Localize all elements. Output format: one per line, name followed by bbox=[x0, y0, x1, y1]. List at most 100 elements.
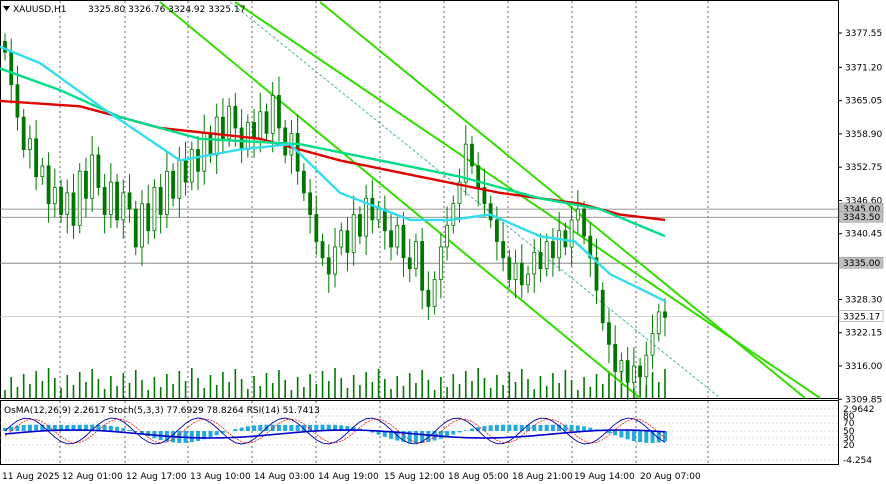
osma-bar bbox=[494, 424, 499, 431]
osma-bar bbox=[501, 424, 506, 431]
candle-body bbox=[96, 154, 101, 188]
price-axis[interactable]: 3377.55 3371.20 3365.05 3358.90 3352.75 3346.… bbox=[838, 29, 884, 405]
candle-body bbox=[575, 208, 580, 221]
osma-bar bbox=[127, 429, 132, 431]
osma-bar bbox=[389, 431, 394, 439]
candle-body bbox=[252, 122, 256, 140]
price-tick-label: 3316.00 bbox=[845, 362, 882, 372]
candle-body bbox=[644, 354, 649, 378]
candle-body bbox=[501, 241, 506, 259]
ma-cyan-line bbox=[0, 45, 666, 303]
time-tick-label: 12 Aug 01:00 bbox=[62, 472, 123, 482]
candle-body bbox=[227, 105, 232, 140]
osma-bar bbox=[59, 424, 64, 431]
candle-body bbox=[283, 127, 288, 156]
osma-bar bbox=[196, 431, 201, 441]
osma-bar bbox=[3, 428, 7, 431]
time-axis[interactable]: 11 Aug 2025 12 Aug 01:00 12 Aug 17:00 13 Au… bbox=[2, 472, 701, 482]
candle-body bbox=[71, 192, 76, 226]
candle-body bbox=[214, 116, 219, 156]
candle-body bbox=[663, 311, 667, 318]
candle-body bbox=[607, 322, 611, 345]
time-tick-label: 15 Aug 12:00 bbox=[384, 472, 445, 482]
trend-channels[interactable] bbox=[159, 1, 821, 399]
channel-line bbox=[159, 1, 641, 399]
candle-body bbox=[239, 127, 244, 150]
triangle-down-icon[interactable] bbox=[3, 6, 10, 11]
channel-line bbox=[234, 1, 821, 399]
candle-body bbox=[121, 192, 126, 221]
osma-bar bbox=[631, 431, 636, 442]
stoch-main-line bbox=[4, 417, 666, 445]
candle-body bbox=[494, 219, 499, 242]
osma-bar bbox=[625, 431, 630, 440]
time-tick-label: 14 Aug 19:00 bbox=[318, 472, 379, 482]
time-tick-label: 20 Aug 07:00 bbox=[640, 472, 701, 482]
osma-bar bbox=[326, 424, 331, 431]
osma-bar bbox=[370, 431, 375, 433]
candle-body bbox=[21, 116, 26, 150]
ma-green-line bbox=[0, 67, 666, 238]
osma-bar bbox=[15, 425, 20, 431]
price-tick-label: 3371.20 bbox=[845, 63, 882, 73]
candle-body bbox=[320, 241, 325, 259]
candle-body bbox=[140, 203, 144, 248]
osma-bar bbox=[445, 431, 450, 437]
osma-bar bbox=[619, 431, 624, 438]
candle-body bbox=[438, 246, 443, 280]
osma-bar bbox=[382, 431, 387, 437]
osma-bar bbox=[575, 425, 580, 431]
candle-body bbox=[133, 208, 138, 248]
osma-bar bbox=[96, 424, 101, 431]
osma-bar bbox=[133, 431, 138, 432]
subwindow-label: OsMA(12,26,9) 2.2617 Stoch(5,3,3) 77.692… bbox=[4, 406, 320, 416]
osma-bar bbox=[426, 431, 431, 442]
candle-body bbox=[463, 143, 468, 183]
osma-bar bbox=[482, 426, 487, 431]
candle-body bbox=[532, 251, 537, 275]
osma-bar bbox=[258, 424, 263, 431]
candle-body bbox=[152, 187, 157, 232]
osma-bar bbox=[289, 424, 294, 431]
osma-bar bbox=[650, 431, 655, 443]
osma-bar bbox=[420, 431, 425, 443]
price-tick-label: 3365.05 bbox=[845, 97, 882, 107]
time-tick-label: 12 Aug 17:00 bbox=[126, 472, 187, 482]
candle-body bbox=[588, 235, 593, 259]
osma-bar bbox=[314, 424, 319, 431]
candle-body bbox=[625, 360, 630, 383]
oscillator-panel bbox=[0, 408, 838, 461]
candle-body bbox=[171, 170, 176, 199]
time-tick-label: 13 Aug 10:00 bbox=[190, 472, 251, 482]
osma-bar bbox=[320, 424, 325, 431]
osma-bar bbox=[189, 431, 194, 443]
candle-body bbox=[631, 365, 636, 383]
osc-tick-label: 2.9642 bbox=[843, 405, 875, 415]
osma-bar bbox=[233, 429, 238, 431]
candle-body bbox=[146, 203, 151, 232]
candle-body bbox=[102, 187, 107, 215]
osc-tick-label: 20 bbox=[843, 441, 855, 451]
price-label: 3325.17 bbox=[843, 312, 880, 322]
osc-tick-label: -4.254 bbox=[843, 456, 872, 466]
candle-body bbox=[127, 192, 132, 210]
candle-body bbox=[451, 203, 456, 226]
osma-bar bbox=[245, 426, 250, 431]
candle-body bbox=[59, 187, 63, 215]
osma-bar bbox=[202, 431, 207, 440]
time-tick-label: 19 Aug 14:00 bbox=[574, 472, 635, 482]
osma-bar bbox=[283, 424, 288, 431]
osma-bar bbox=[413, 431, 418, 443]
candle-body bbox=[420, 241, 425, 291]
candle-body bbox=[414, 241, 418, 270]
candle-body bbox=[28, 138, 32, 150]
osma-bar bbox=[644, 431, 649, 443]
candle-body bbox=[351, 214, 356, 253]
price-tick-label: 3377.55 bbox=[845, 29, 882, 39]
price-candles bbox=[3, 33, 667, 402]
rsi-line bbox=[4, 429, 666, 439]
candle-body bbox=[519, 262, 524, 286]
osma-bar bbox=[544, 424, 549, 431]
main-plot-area[interactable] bbox=[0, 0, 839, 399]
